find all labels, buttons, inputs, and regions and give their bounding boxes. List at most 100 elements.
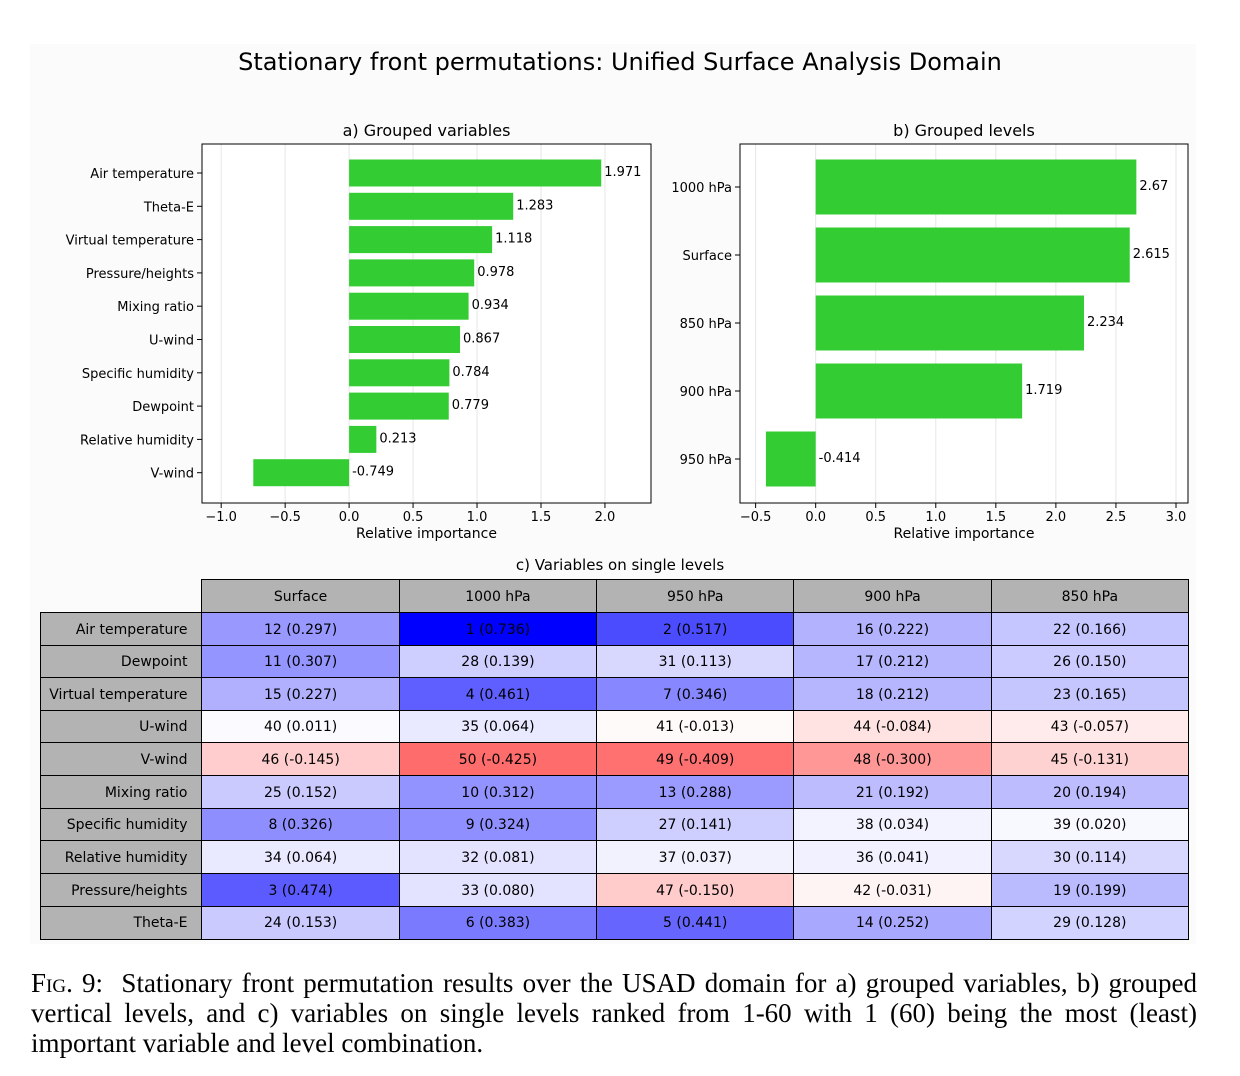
bar-b-value-label: 1.719	[1025, 383, 1062, 398]
bar-b-category-label: Surface	[682, 249, 732, 264]
bar-b-bar	[815, 159, 1137, 215]
heatmap-cell: 47 (-0.150)	[596, 873, 795, 908]
bar-b-bar	[815, 363, 1023, 419]
bar-a-axes-frame	[201, 143, 652, 504]
heatmap-title: c) Variables on single levels	[515, 556, 725, 574]
bar-b-category-label: 900 hPa	[680, 385, 732, 400]
heatmap-cell: 31 (0.113)	[596, 645, 795, 679]
heatmap-cell: 15 (0.227)	[201, 677, 400, 712]
heatmap-row: Dewpoint 11 (0.307) 28 (0.139) 31 (0.113) 17…	[40, 645, 1189, 679]
bar-a-category-label: Theta-E	[143, 200, 194, 215]
heatmap-row-label: Relative humidity	[40, 840, 203, 875]
heatmap-column-header: 850 hPa	[990, 579, 1189, 614]
bar-a-value-label: 1.118	[495, 232, 532, 247]
bar-a-bar	[349, 292, 469, 320]
bar-b-category-label: 950 hPa	[680, 453, 732, 468]
bar-b-axes-frame	[739, 143, 1189, 504]
heatmap-column-header: 900 hPa	[793, 579, 992, 614]
heatmap-cell: 37 (0.037)	[596, 840, 795, 875]
bar-a-bar	[349, 259, 475, 287]
heatmap-cell: 23 (0.165)	[990, 677, 1189, 712]
heatmap-cell: 16 (0.222)	[793, 612, 992, 647]
heatmap-cell: 11 (0.307)	[201, 645, 400, 679]
heatmap-row: Specific humidity 8 (0.326) 9 (0.324) 27 (0…	[40, 808, 1189, 842]
heatmap-cell: 10 (0.312)	[398, 775, 598, 810]
heatmap-cell: 25 (0.152)	[201, 775, 400, 810]
heatmap-row-label: Mixing ratio	[40, 775, 203, 810]
bar-a-category-label: Specific humidity	[82, 367, 194, 382]
heatmap-cell: 12 (0.297)	[201, 612, 400, 647]
heatmap-cell: 3 (0.474)	[201, 873, 400, 908]
bar-a-xtick-label: −1.0	[205, 510, 237, 525]
chart-grouped-variables: −1.0 −0.5 0.0 0.5 1.0 1.5 2.0 Air temperature 1.…	[66, 121, 652, 542]
heatmap-row-label: Specific humidity	[40, 808, 203, 842]
heatmap-row: Relative humidity 34 (0.064) 32 (0.081) 37 …	[40, 840, 1189, 875]
bar-a-xtick-label: 2.0	[595, 510, 616, 525]
heatmap-cell: 36 (0.041)	[793, 840, 992, 875]
heatmap-row: Theta-E 24 (0.153) 6 (0.383) 5 (0.441) 14 (0…	[40, 906, 1189, 940]
heatmap-cell: 14 (0.252)	[793, 906, 992, 940]
bar-a-bar	[349, 192, 514, 220]
bar-a-value-label: 1.971	[604, 165, 641, 180]
bar-b-value-label: 2.234	[1087, 315, 1124, 330]
bar-a-value-label: 0.867	[463, 332, 500, 347]
bar-a-category-label: Air temperature	[90, 167, 194, 182]
heatmap-cell: 44 (-0.084)	[793, 710, 992, 744]
bar-a-bar	[349, 425, 377, 453]
heatmap-row-label: Air temperature	[40, 612, 203, 647]
heatmap-cell: 27 (0.141)	[596, 808, 795, 842]
heatmap-row-label: Pressure/heights	[40, 873, 203, 908]
bar-b-xtick-label: −0.5	[740, 510, 772, 525]
bar-a-xtick-label: 0.0	[339, 510, 360, 525]
bar-b-value-label: 2.615	[1133, 247, 1170, 262]
heatmap-cell: 45 (-0.131)	[990, 742, 1189, 777]
heatmap-row: Mixing ratio 25 (0.152) 10 (0.312) 13 (0.28…	[40, 775, 1189, 810]
bar-a-category-label: Relative humidity	[80, 433, 194, 448]
bar-a-value-label: 0.934	[472, 298, 509, 313]
heatmap-cell: 34 (0.064)	[201, 840, 400, 875]
bar-a-value-label: 1.283	[516, 198, 553, 213]
bar-a-category-label: Mixing ratio	[117, 300, 194, 315]
heatmap-cell: 18 (0.212)	[793, 677, 992, 712]
bar-a-bar	[349, 359, 450, 387]
bar-a-xtick-label: −0.5	[269, 510, 301, 525]
bar-a-xlabel: Relative importance	[356, 526, 497, 542]
bar-a-title: a) Grouped variables	[343, 121, 511, 140]
bar-b-title: b) Grouped levels	[893, 121, 1035, 140]
heatmap-header-row: Surface 1000 hPa 950 hPa 900 hPa 850 hPa	[40, 579, 1189, 614]
heatmap-cell: 5 (0.441)	[596, 906, 795, 940]
heatmap-corner	[40, 579, 202, 614]
bar-b-bar	[815, 227, 1130, 283]
bar-b-xtick-label: 1.5	[985, 510, 1006, 525]
bar-a-value-label: 0.784	[452, 365, 489, 380]
heatmap-cell: 49 (-0.409)	[596, 742, 795, 777]
bar-a-bar	[349, 326, 461, 353]
heatmap-row: U-wind 40 (0.011) 35 (0.064) 41 (-0.013) 44 …	[40, 710, 1189, 744]
heatmap-cell: 28 (0.139)	[398, 645, 598, 679]
bar-a-value-label: 0.213	[379, 431, 416, 446]
heatmap-cell: 42 (-0.031)	[793, 873, 992, 908]
heatmap-cell: 20 (0.194)	[990, 775, 1189, 810]
bar-b-xtick-label: 0.0	[805, 510, 826, 525]
heatmap-cell: 41 (-0.013)	[596, 710, 795, 744]
heatmap-row-label: Theta-E	[40, 906, 203, 940]
heatmap-cell: 22 (0.166)	[990, 612, 1189, 647]
heatmap-cell: 40 (0.011)	[201, 710, 400, 744]
heatmap-cell: 43 (-0.057)	[990, 710, 1189, 744]
bar-a-category-label: Virtual temperature	[66, 234, 194, 249]
bar-b-value-label: -0.414	[819, 451, 861, 466]
bar-a-xtick-label: 1.0	[467, 510, 488, 525]
heatmap-column-header: 950 hPa	[596, 579, 795, 614]
heatmap-column-header: 1000 hPa	[398, 579, 598, 614]
heatmap-row: Virtual temperature 15 (0.227) 4 (0.461) 7 …	[40, 677, 1189, 712]
bar-b-value-label: 2.67	[1139, 179, 1168, 194]
bar-b-xtick-label: 3.0	[1166, 510, 1187, 525]
heatmap-row: Air temperature 12 (0.297) 1 (0.736) 2 (0.5…	[40, 612, 1189, 647]
heatmap-cell: 6 (0.383)	[398, 906, 598, 940]
heatmap-cell: 13 (0.288)	[596, 775, 795, 810]
heatmap-cell: 2 (0.517)	[596, 612, 795, 647]
bar-a-category-label: V-wind	[150, 467, 194, 482]
bar-a-bar	[349, 159, 602, 187]
bar-a-xtick-label: 0.5	[403, 510, 424, 525]
heatmap-row-label: V-wind	[40, 742, 203, 777]
